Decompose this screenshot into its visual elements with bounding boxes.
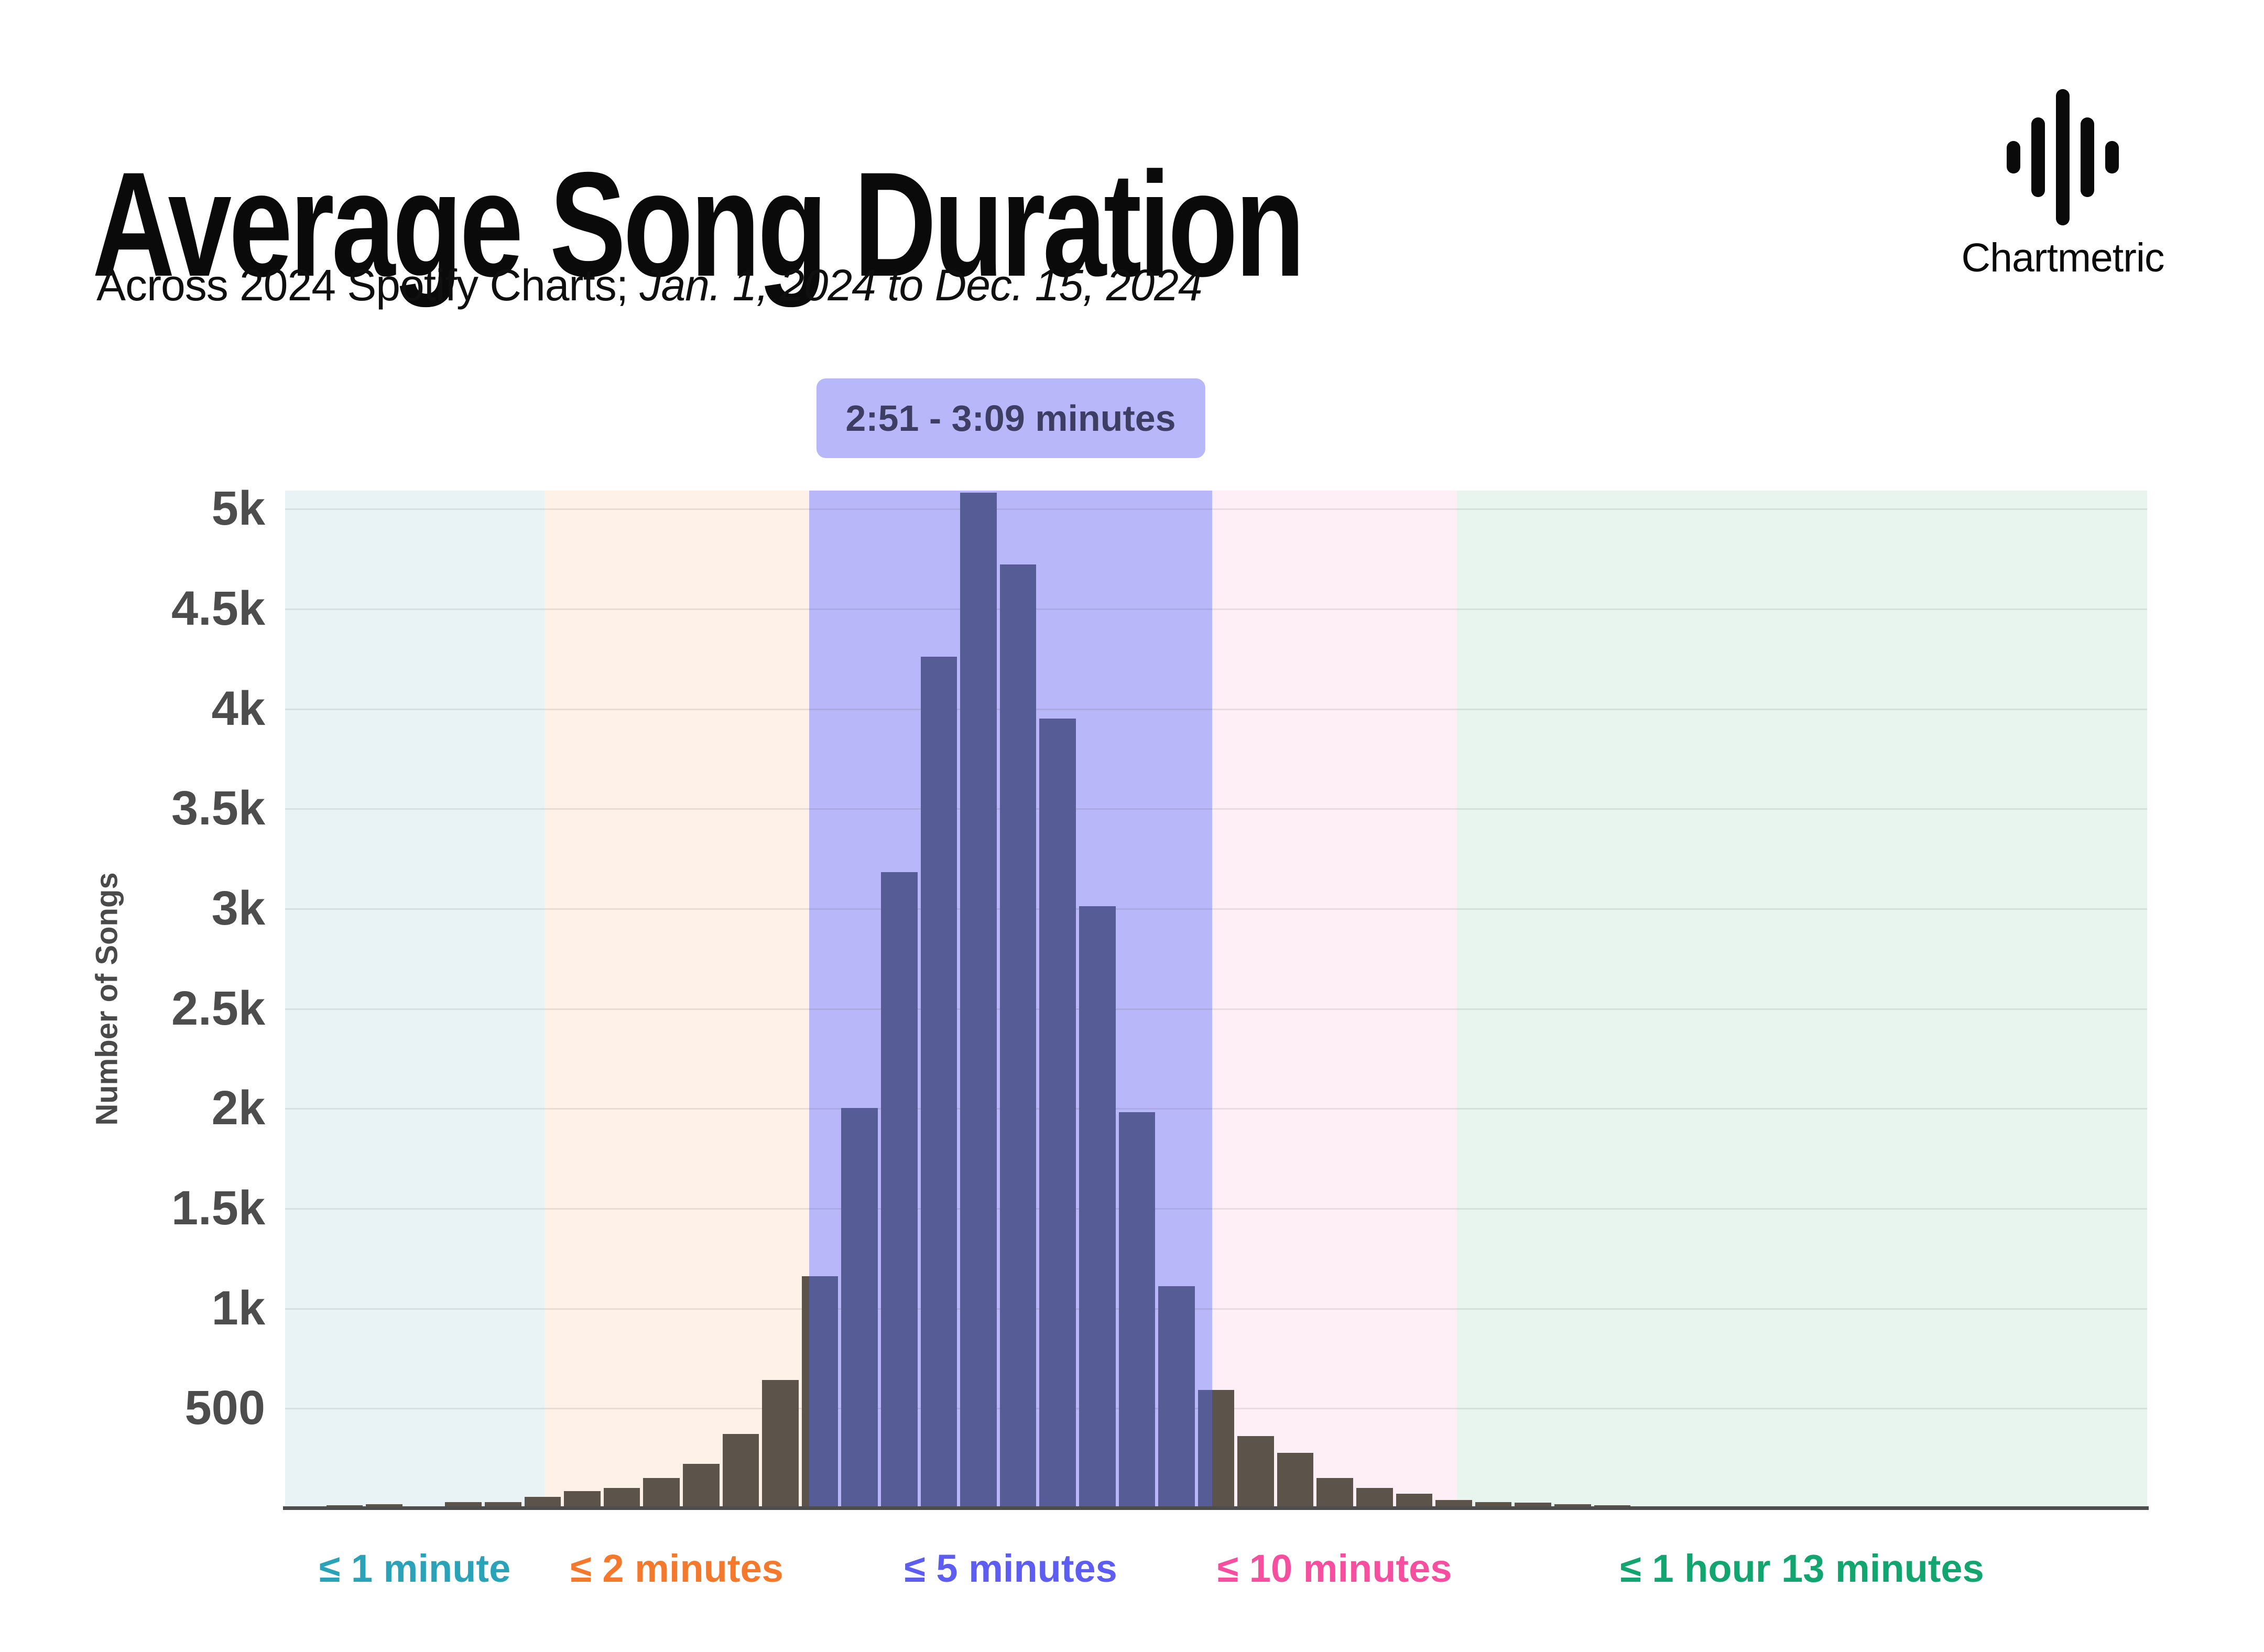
- histogram-bar: [1435, 1499, 1472, 1508]
- histogram-bar: [1277, 1453, 1314, 1508]
- page-title: Average Song Duration: [92, 142, 1305, 308]
- histogram-bar: [762, 1379, 799, 1508]
- duration-band: [1212, 491, 1457, 1508]
- x-axis-line: [283, 1506, 2149, 1510]
- histogram-bar: [1356, 1487, 1393, 1508]
- highlight-range-badge: 2:51 - 3:09 minutes: [816, 378, 1205, 458]
- brand-name: Chartmetric: [1961, 235, 2165, 280]
- histogram-bar: [484, 1502, 521, 1508]
- waveform-icon-bar: [2105, 141, 2119, 173]
- histogram-bar: [722, 1433, 759, 1508]
- histogram-bar: [1316, 1477, 1354, 1508]
- y-axis-tick-label: 2.5k: [171, 981, 265, 1035]
- page-subtitle: Across 2024 Spotify Charts; Jan. 1, 2024…: [96, 260, 1203, 311]
- gridline: [285, 808, 2147, 810]
- y-axis-tick-label: 2k: [211, 1081, 265, 1135]
- subtitle-prefix: Across 2024 Spotify Charts;: [96, 260, 640, 310]
- y-axis-title: Number of Songs: [90, 872, 124, 1126]
- histogram-bar: [1079, 906, 1116, 1508]
- histogram-bar: [880, 872, 918, 1508]
- histogram-bar: [564, 1491, 601, 1508]
- histogram-bar: [1554, 1504, 1591, 1508]
- x-axis-category-label: ≤ 10 minutes: [1217, 1547, 1452, 1590]
- histogram-bar: [841, 1108, 878, 1508]
- duration-band: [545, 491, 809, 1508]
- histogram-bar: [960, 492, 997, 1508]
- y-axis-tick-label: 1k: [211, 1281, 265, 1335]
- waveform-icon-bar: [2007, 141, 2020, 173]
- gridline: [285, 1308, 2147, 1310]
- histogram-bar: [1396, 1494, 1433, 1508]
- gridline: [285, 1008, 2147, 1010]
- y-axis-tick-label: 500: [184, 1381, 266, 1435]
- histogram-bar: [1118, 1112, 1156, 1508]
- histogram-bar: [1475, 1502, 1512, 1508]
- histogram-bar: [1158, 1286, 1195, 1508]
- y-axis-tick-label: 4k: [211, 681, 265, 735]
- gridline: [285, 1108, 2147, 1110]
- histogram-bar: [643, 1477, 680, 1508]
- y-axis-tick-label: 5k: [211, 482, 265, 536]
- duration-band: [285, 491, 545, 1508]
- histogram-bar: [1039, 718, 1076, 1508]
- histogram-bar: [524, 1497, 561, 1508]
- histogram-bar: [1515, 1503, 1552, 1508]
- histogram-bar: [801, 1276, 839, 1508]
- y-axis-tick-label: 3.5k: [171, 781, 265, 835]
- histogram-bar: [366, 1504, 402, 1508]
- x-axis-category-label: ≤ 1 minute: [319, 1547, 511, 1590]
- waveform-icon-bar: [2056, 89, 2070, 225]
- histogram-bar: [1237, 1436, 1274, 1508]
- histogram-bar: [603, 1487, 640, 1508]
- gridline: [285, 608, 2147, 610]
- gridline: [285, 1208, 2147, 1210]
- waveform-icon-bar: [2031, 117, 2045, 197]
- waveform-icon-bar: [2081, 117, 2094, 197]
- gridline: [285, 708, 2147, 710]
- histogram-bar: [999, 564, 1037, 1508]
- duration-band: [1457, 491, 2147, 1508]
- y-axis-tick-label: 4.5k: [171, 581, 265, 635]
- histogram-bar: [445, 1502, 482, 1508]
- waveform-icon: [1999, 88, 2127, 226]
- subtitle-date-range: Jan. 1, 2024 to Dec. 15, 2024: [639, 260, 1202, 310]
- histogram-bar: [920, 656, 957, 1508]
- gridline: [285, 908, 2147, 910]
- x-axis-category-label: ≤ 2 minutes: [570, 1547, 783, 1590]
- gridline: [285, 508, 2147, 510]
- histogram-bar: [1198, 1390, 1235, 1508]
- x-axis-category-label: ≤ 1 hour 13 minutes: [1620, 1547, 1984, 1590]
- x-axis-category-label: ≤ 5 minutes: [904, 1547, 1117, 1590]
- y-axis-tick-label: 1.5k: [171, 1181, 265, 1235]
- histogram-bar: [682, 1464, 720, 1508]
- y-axis-tick-label: 3k: [211, 881, 265, 935]
